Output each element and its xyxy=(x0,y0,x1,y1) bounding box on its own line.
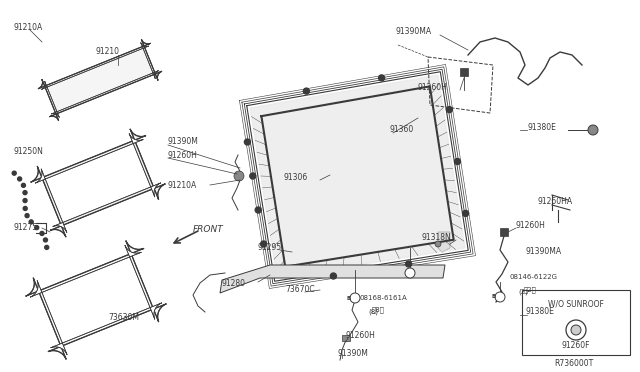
Text: 91318N: 91318N xyxy=(422,234,452,243)
Circle shape xyxy=(29,220,33,224)
Circle shape xyxy=(22,183,26,187)
Text: 91260H: 91260H xyxy=(417,83,447,93)
Circle shape xyxy=(406,261,412,267)
Polygon shape xyxy=(438,232,450,252)
Circle shape xyxy=(260,241,267,247)
Circle shape xyxy=(350,293,360,303)
Circle shape xyxy=(447,107,452,113)
Circle shape xyxy=(454,158,461,164)
Circle shape xyxy=(18,177,22,181)
Bar xyxy=(522,290,630,355)
Text: 91380E: 91380E xyxy=(526,308,555,317)
Circle shape xyxy=(250,173,256,179)
Circle shape xyxy=(12,171,16,175)
Text: 91250N: 91250N xyxy=(14,148,44,157)
Circle shape xyxy=(571,325,581,335)
Text: 91295: 91295 xyxy=(258,244,282,253)
Circle shape xyxy=(45,246,49,249)
Polygon shape xyxy=(26,241,166,359)
Text: 91260H: 91260H xyxy=(345,331,375,340)
Polygon shape xyxy=(31,129,165,237)
Bar xyxy=(460,68,468,76)
Text: 91210A: 91210A xyxy=(168,180,197,189)
Text: FRONT: FRONT xyxy=(193,225,224,234)
Text: R736000T: R736000T xyxy=(554,359,593,369)
Text: 73670C: 73670C xyxy=(285,285,315,295)
Text: W/O SUNROOF: W/O SUNROOF xyxy=(548,299,604,308)
Circle shape xyxy=(588,310,598,320)
Text: 08168-6161A: 08168-6161A xyxy=(360,295,408,301)
Text: 91210: 91210 xyxy=(95,48,119,57)
Circle shape xyxy=(303,88,309,94)
Circle shape xyxy=(379,75,385,81)
Circle shape xyxy=(35,225,38,230)
Circle shape xyxy=(25,214,29,218)
Text: 91210A: 91210A xyxy=(14,23,44,32)
Text: 91280: 91280 xyxy=(222,279,246,289)
Text: （2）: （2） xyxy=(524,287,537,293)
Text: 91390M: 91390M xyxy=(338,350,369,359)
Text: (8): (8) xyxy=(368,309,378,315)
Text: 91390MA: 91390MA xyxy=(395,28,431,36)
Circle shape xyxy=(234,171,244,181)
Circle shape xyxy=(23,199,27,203)
Circle shape xyxy=(463,211,468,217)
Circle shape xyxy=(405,268,415,278)
Text: （8）: （8） xyxy=(372,307,385,313)
Bar xyxy=(342,335,350,341)
Polygon shape xyxy=(30,245,162,355)
Text: 91390MA: 91390MA xyxy=(525,247,561,257)
Polygon shape xyxy=(220,265,445,293)
Polygon shape xyxy=(38,39,162,121)
Polygon shape xyxy=(250,75,465,278)
Circle shape xyxy=(255,207,261,213)
Text: 91260H: 91260H xyxy=(515,221,545,230)
Text: 91260HA: 91260HA xyxy=(538,198,573,206)
Circle shape xyxy=(40,231,44,235)
Text: 91275: 91275 xyxy=(14,224,38,232)
Text: B: B xyxy=(347,295,351,301)
Text: 91260H: 91260H xyxy=(168,151,198,160)
Circle shape xyxy=(244,139,250,145)
Text: 91380E: 91380E xyxy=(527,122,556,131)
Polygon shape xyxy=(35,134,161,232)
Bar xyxy=(500,228,508,236)
Circle shape xyxy=(435,241,441,247)
Text: 91260F: 91260F xyxy=(562,341,590,350)
Circle shape xyxy=(495,292,505,302)
Circle shape xyxy=(23,206,28,211)
Circle shape xyxy=(23,190,27,195)
Circle shape xyxy=(588,125,598,135)
Circle shape xyxy=(44,238,47,242)
Text: 91390M: 91390M xyxy=(168,138,199,147)
Circle shape xyxy=(330,273,337,279)
Text: 73630M: 73630M xyxy=(108,314,139,323)
Text: 91360: 91360 xyxy=(390,125,414,135)
Text: 08146-6122G: 08146-6122G xyxy=(510,274,558,280)
Text: (2): (2) xyxy=(518,289,528,295)
Text: B: B xyxy=(492,295,496,299)
Text: 91306: 91306 xyxy=(284,173,308,183)
Circle shape xyxy=(566,320,586,340)
